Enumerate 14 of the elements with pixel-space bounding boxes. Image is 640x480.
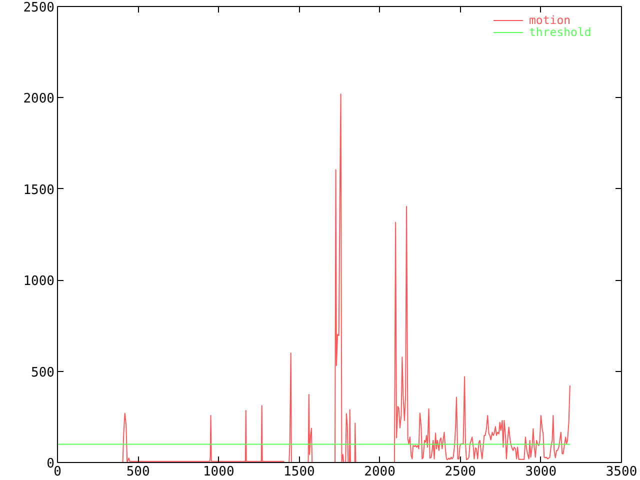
x-tick-label: 2000: [364, 464, 396, 480]
y-tick-label: 1000: [23, 274, 55, 290]
legend-label: motion: [529, 13, 571, 27]
x-tick-label: 3500: [606, 464, 638, 480]
y-tick-label: 1500: [23, 182, 55, 198]
x-tick-label: 3000: [525, 464, 557, 480]
y-tick-label: 500: [31, 365, 55, 380]
legend-label: threshold: [529, 25, 592, 39]
x-tick-label: 1500: [284, 464, 315, 480]
x-tick-label: 1000: [202, 464, 234, 480]
y-tick-label: 2500: [23, 0, 55, 16]
x-tick-label: 500: [126, 464, 150, 480]
x-tick-label: 2500: [444, 464, 476, 480]
y-tick-label: 2000: [23, 92, 55, 107]
